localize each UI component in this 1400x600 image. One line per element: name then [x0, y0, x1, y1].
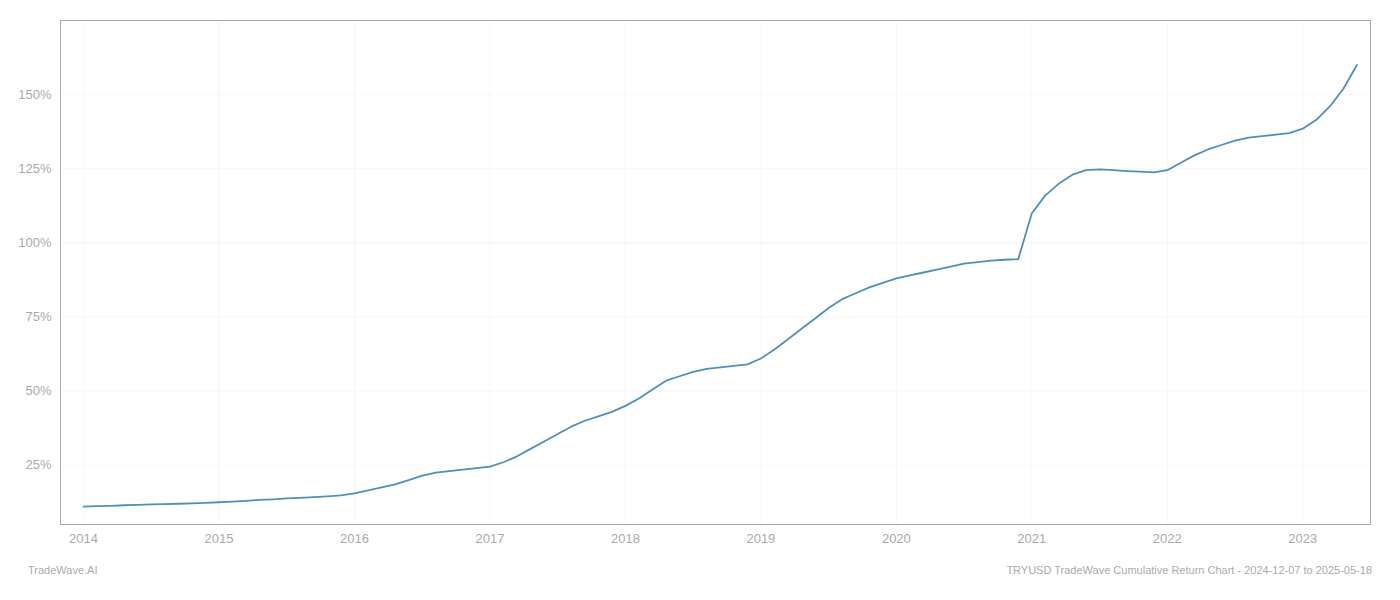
html-text:TRYUSD TradeWave Cumulative Re: TRYUSD TradeWave Cumulative Return Chart… — [1006, 564, 1372, 576]
svg-text:2015: 2015 — [205, 531, 234, 546]
svg-text:25%: 25% — [25, 457, 51, 472]
svg-text:2014: 2014 — [69, 531, 98, 546]
svg-text:2021: 2021 — [1017, 531, 1046, 546]
svg-text:125%: 125% — [18, 161, 52, 176]
svg-text:2020: 2020 — [882, 531, 911, 546]
svg-text:150%: 150% — [18, 87, 52, 102]
svg-text:50%: 50% — [25, 383, 51, 398]
svg-text:2019: 2019 — [746, 531, 775, 546]
svg-text:2017: 2017 — [475, 531, 504, 546]
html-text:TradeWave.AI: TradeWave.AI — [28, 564, 98, 576]
svg-text:2018: 2018 — [611, 531, 640, 546]
svg-text:100%: 100% — [18, 235, 52, 250]
svg-text:2022: 2022 — [1153, 531, 1182, 546]
svg-text:2023: 2023 — [1288, 531, 1317, 546]
svg-text:75%: 75% — [25, 309, 51, 324]
svg-text:2016: 2016 — [340, 531, 369, 546]
